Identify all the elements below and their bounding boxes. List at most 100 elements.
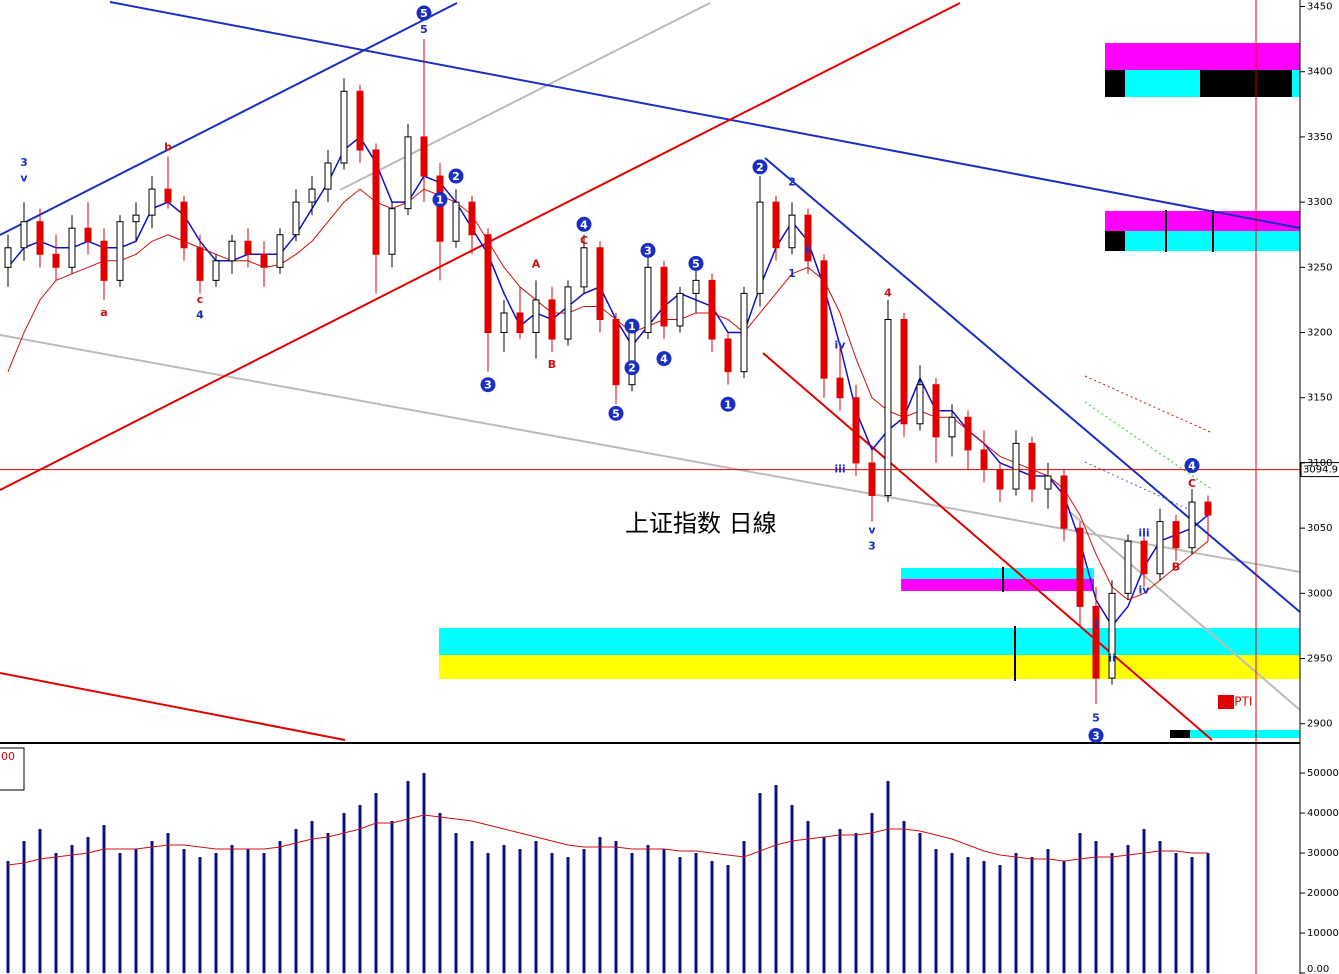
wave-label: A [532, 258, 541, 271]
candle-body [1204, 501, 1212, 516]
candle-body [836, 377, 844, 399]
candle-body [1124, 540, 1132, 594]
candle-body [84, 227, 92, 242]
y-tick-label: 30000 [1307, 848, 1339, 859]
candle-body [372, 149, 380, 255]
candle-body [324, 162, 332, 190]
wave-marker [432, 192, 448, 208]
zone [1105, 43, 1300, 70]
zone [1105, 231, 1300, 251]
candle-body [20, 221, 28, 249]
axis-panel [1300, 0, 1339, 974]
wave-label: iv [835, 339, 847, 352]
trend-line [0, 2, 961, 491]
wave-label: 2 [452, 170, 460, 183]
candle-body [692, 279, 700, 294]
candle-body [212, 260, 220, 281]
candle-body [1172, 521, 1180, 549]
wave-label: iv [1139, 584, 1151, 597]
candle-body [468, 201, 476, 236]
wave-marker [480, 377, 496, 393]
zone [439, 628, 1300, 655]
wave-marker [624, 360, 640, 376]
wave-label: 4 [884, 286, 892, 299]
candle-body [740, 292, 748, 373]
candle-body [116, 221, 124, 281]
wave-label: 2 [788, 176, 796, 189]
candle-body [852, 397, 860, 464]
wave-label: 4 [1188, 460, 1196, 473]
trend-line [1069, 511, 1301, 711]
wave-label: a [100, 306, 107, 319]
wave-label: 1 [788, 267, 796, 280]
candle-body [596, 247, 604, 320]
zone [901, 568, 1094, 579]
trend-line [764, 157, 1301, 613]
candle-body [68, 227, 76, 268]
tag: 42PTI [1218, 695, 1252, 709]
candle-body [164, 188, 172, 203]
tag-text: 42PTI [1219, 695, 1252, 709]
wave-label: 4 [660, 353, 668, 366]
candle-body [1012, 442, 1020, 490]
candle-body [868, 462, 876, 497]
wave-label: C [580, 234, 588, 247]
wave-label: C [1188, 477, 1196, 490]
trend-line [1084, 375, 1211, 433]
candle-body [260, 253, 268, 268]
zone [1190, 730, 1300, 738]
wave-marker [752, 159, 768, 175]
y-tick-label: 3300 [1307, 197, 1332, 208]
zone-block [1105, 70, 1125, 97]
chart-title: 上证指数 日線 [625, 510, 777, 538]
candle-body [452, 201, 460, 242]
wave-label: 5 [612, 407, 620, 420]
wave-label: 3 [20, 156, 28, 169]
wave-marker [1088, 727, 1104, 743]
zone [1105, 211, 1300, 231]
candle-body [980, 449, 988, 470]
candle-body [564, 286, 572, 340]
candle-body [1044, 475, 1052, 490]
wave-marker [1184, 458, 1200, 474]
candle-body [532, 299, 540, 334]
y-tick-label: 3150 [1307, 393, 1332, 404]
wave-label: 5 [420, 7, 428, 20]
candle-body [1108, 592, 1116, 679]
wave-label: 2 [628, 362, 636, 375]
wave-marker [608, 405, 624, 421]
wave-marker [448, 168, 464, 184]
trend-line [0, 2, 458, 236]
candle-body [404, 136, 412, 210]
candle-body [900, 318, 908, 425]
y-tick-label: 3000 [1307, 588, 1332, 599]
candle-body [4, 247, 12, 268]
y-tick-label: 3100 [1307, 458, 1332, 469]
wave-label: 5 [1092, 712, 1100, 725]
candle-body [580, 247, 588, 288]
moving-average [7, 188, 1209, 601]
volume-ma [7, 814, 1208, 866]
wave-label: 3 [1092, 729, 1100, 742]
last-price-box [1300, 462, 1339, 478]
last-price-label: 3094.9 [1303, 465, 1338, 476]
trend-line [339, 2, 711, 191]
candle-body [244, 240, 252, 255]
candle-body [1156, 521, 1164, 575]
y-tick-label: 3250 [1307, 262, 1332, 273]
wave-label: i [1094, 618, 1098, 631]
y-tick-label: 40000 [1307, 808, 1339, 819]
wave-marker [640, 242, 656, 258]
zones [439, 43, 1300, 738]
wave-label: B [548, 358, 556, 371]
wave-marker [720, 396, 736, 412]
wave-label: ii [1108, 652, 1116, 665]
y-tick-label: 2900 [1307, 719, 1332, 730]
wave-label: v [868, 524, 876, 537]
tag-box [1218, 695, 1234, 709]
candle-body [340, 90, 348, 164]
candle-body [180, 201, 188, 249]
candle-body [292, 201, 300, 236]
candle-body [308, 188, 316, 203]
